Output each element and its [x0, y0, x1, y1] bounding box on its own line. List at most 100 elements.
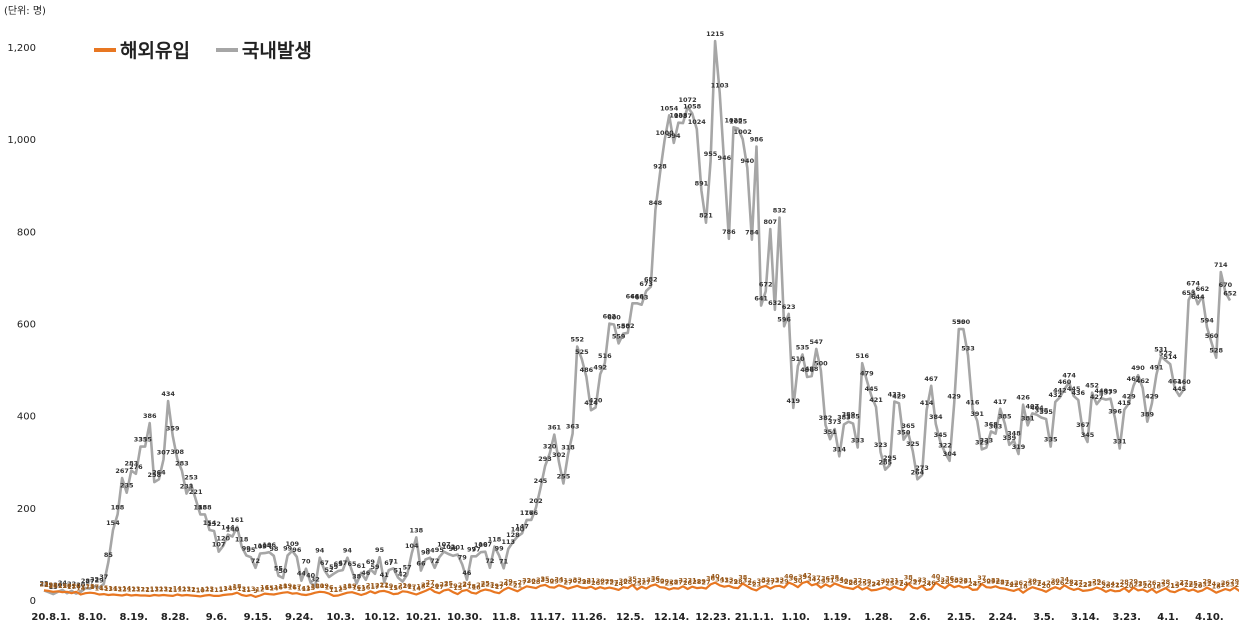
data-label-imported: 27	[564, 579, 573, 587]
data-label-domestic: 467	[924, 375, 938, 383]
data-label-domestic: 535	[796, 343, 810, 351]
data-label-imported: 21	[375, 581, 385, 589]
data-label-imported: 16	[361, 584, 371, 592]
data-label-imported: 11	[210, 586, 220, 594]
x-tick-label: 12.14.	[654, 612, 689, 623]
data-label-imported: 28	[1120, 578, 1130, 586]
data-label-domestic: 641	[754, 295, 768, 303]
data-label-imported: 38	[904, 573, 914, 581]
data-label-domestic: 154	[203, 519, 217, 527]
data-label-imported: 13	[301, 585, 310, 593]
data-label-imported: 12	[334, 585, 343, 593]
data-label-domestic: 662	[1196, 285, 1210, 293]
data-label-domestic: 37	[99, 573, 108, 581]
data-label-imported: 36	[821, 574, 831, 582]
x-tick-label: 3.23.	[1112, 612, 1140, 623]
data-label-domestic: 333	[980, 437, 994, 445]
data-label-imported: 23	[485, 580, 494, 588]
data-label-domestic: 1000	[656, 129, 675, 137]
data-label-imported: 16	[352, 584, 362, 592]
data-label-imported: 17	[81, 583, 90, 591]
data-label-domestic: 96	[292, 546, 302, 554]
data-label-imported: 33	[954, 576, 963, 584]
data-label-domestic: 623	[782, 303, 796, 311]
data-label-imported: 22	[1115, 581, 1124, 589]
data-label-domestic: 176	[524, 509, 538, 517]
data-label-domestic: 304	[943, 450, 957, 458]
data-label-domestic: 188	[194, 503, 208, 511]
legend-label-domestic: 국내발생	[241, 40, 312, 62]
data-label-domestic: 233	[180, 483, 194, 491]
y-tick-label: 1,200	[7, 43, 36, 54]
x-tick-label: 12.23.	[695, 612, 730, 623]
data-label-imported: 25	[508, 579, 518, 587]
data-label-imported: 16	[260, 584, 270, 592]
data-label-imported: 28	[623, 578, 633, 586]
data-label-domestic: 414	[920, 399, 934, 407]
data-label-domestic: 429	[892, 392, 906, 400]
data-label-imported: 28	[1161, 578, 1171, 586]
data-label-imported: 24	[1037, 580, 1047, 588]
data-label-domestic: 385	[998, 413, 1012, 421]
data-label-imported: 27	[913, 579, 922, 587]
data-label-imported: 32	[770, 576, 779, 584]
data-label-domestic: 652	[1223, 290, 1237, 298]
data-label-domestic: 176	[520, 509, 534, 517]
data-label-imported: 33	[917, 576, 926, 584]
data-label-domestic: 479	[860, 369, 874, 377]
data-label-imported: 36	[651, 574, 661, 582]
data-label-domestic: 643	[635, 294, 649, 302]
data-label-imported: 23	[39, 580, 48, 588]
data-label-imported: 38	[830, 573, 840, 581]
data-label-domestic: 319	[1012, 443, 1026, 451]
data-label-imported: 32	[743, 576, 752, 584]
data-label-imported: 29	[1129, 578, 1139, 586]
data-label-imported: 29	[959, 578, 969, 586]
data-label-imported: 26	[927, 579, 937, 587]
data-label-imported: 30	[839, 577, 849, 585]
data-label-imported: 20	[1193, 582, 1203, 590]
data-label-domestic: 44	[297, 570, 307, 578]
x-tick-label: 10.30.	[447, 612, 482, 623]
data-label-domestic: 99	[283, 544, 293, 552]
data-label-domestic: 345	[934, 431, 948, 439]
data-label-domestic: 560	[1205, 332, 1219, 340]
data-label-domestic: 445	[865, 385, 879, 393]
data-label-domestic: 786	[722, 228, 736, 236]
data-label-domestic: 104	[405, 542, 419, 550]
data-label-domestic: 396	[1108, 408, 1122, 416]
data-label-domestic: 67	[320, 559, 329, 567]
data-label-domestic: 1058	[683, 102, 702, 110]
data-label-domestic: 928	[653, 162, 667, 170]
data-label-imported: 30	[568, 577, 578, 585]
data-label-imported: 36	[945, 574, 955, 582]
data-label-imported: 30	[881, 577, 891, 585]
data-label-domestic: 109	[285, 540, 299, 548]
data-label-imported: 30	[757, 577, 767, 585]
data-label-imported: 20	[1143, 582, 1153, 590]
data-label-domestic: 120	[216, 535, 230, 543]
data-label-imported: 13	[113, 585, 122, 593]
data-label-domestic: 432	[1049, 391, 1063, 399]
data-label-domestic: 293	[538, 455, 552, 463]
data-label-domestic: 335	[1044, 436, 1058, 444]
x-tick-label: 9.6.	[206, 612, 228, 623]
data-label-domestic: 144	[221, 524, 235, 532]
data-label-imported: 28	[844, 578, 854, 586]
data-label-domestic: 118	[235, 536, 249, 544]
data-label-imported: 24	[1207, 580, 1217, 588]
data-label-imported: 17	[435, 583, 444, 591]
data-labels-imported: 2322202119201720141718171415131413121412…	[39, 572, 1239, 595]
data-label-imported: 24	[462, 580, 472, 588]
legend-swatch-domestic	[215, 47, 238, 52]
data-label-domestic: 50	[279, 567, 289, 575]
data-label-imported: 15	[338, 584, 348, 592]
data-label-domestic: 65	[334, 560, 344, 568]
data-label-imported: 11	[168, 586, 178, 594]
data-label-imported: 24	[872, 580, 882, 588]
data-label-imported: 13	[131, 585, 140, 593]
data-label-domestic: 24	[58, 579, 68, 587]
data-label-domestic: 429	[947, 392, 961, 400]
data-label-imported: 10	[196, 586, 206, 594]
